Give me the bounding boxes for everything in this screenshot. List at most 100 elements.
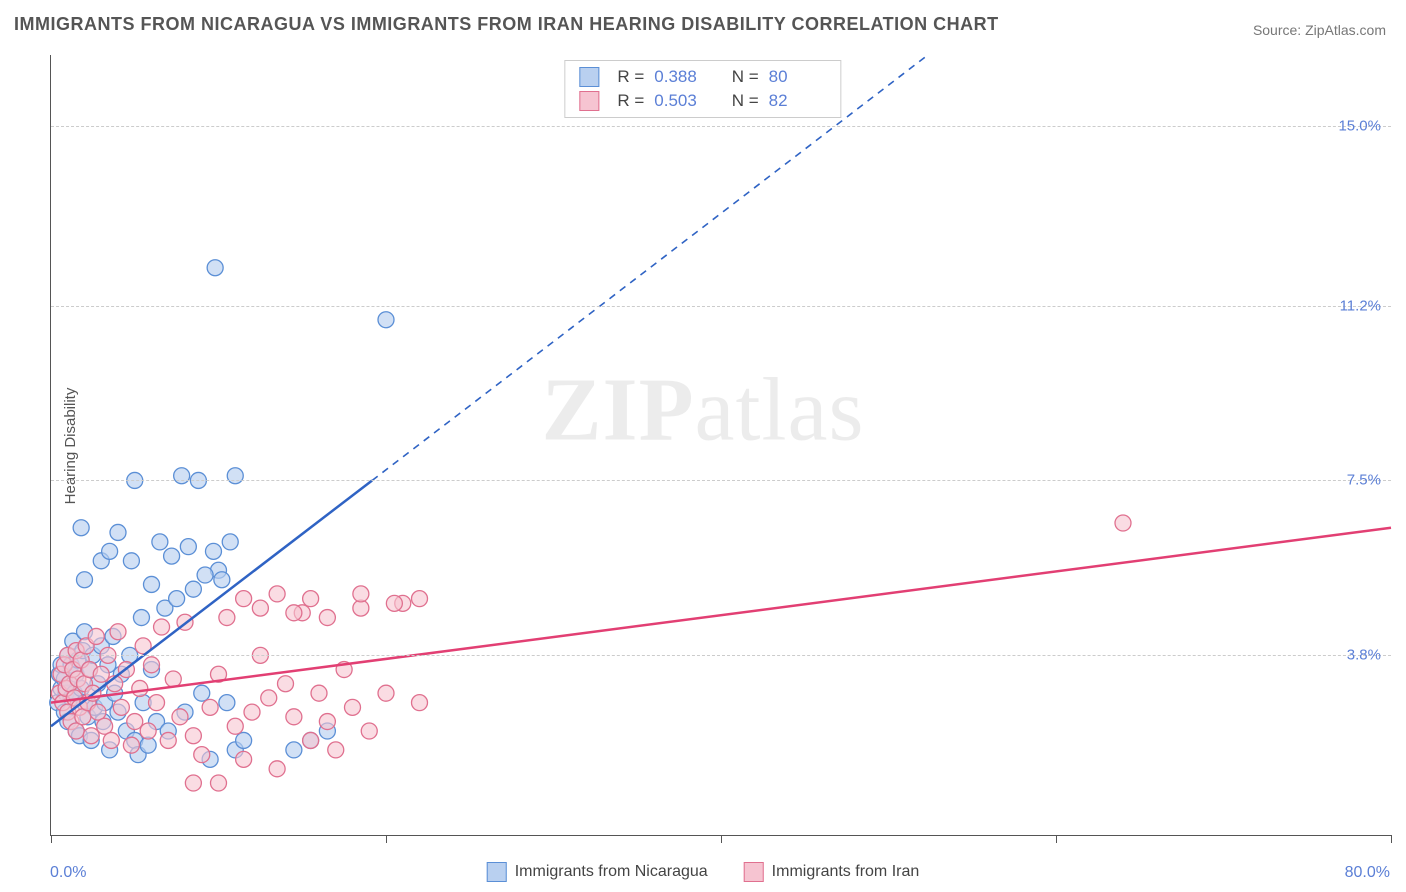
data-point	[185, 728, 201, 744]
plot-svg	[51, 55, 1391, 835]
data-point	[345, 699, 361, 715]
data-point	[73, 520, 89, 536]
data-point	[144, 657, 160, 673]
data-point	[303, 732, 319, 748]
data-point	[123, 553, 139, 569]
data-point	[103, 732, 119, 748]
data-point	[152, 534, 168, 550]
series-legend-item: Immigrants from Iran	[744, 862, 920, 882]
data-point	[185, 775, 201, 791]
data-point	[149, 695, 165, 711]
data-point	[165, 671, 181, 687]
legend-swatch	[579, 91, 599, 111]
data-point	[83, 728, 99, 744]
data-point	[319, 610, 335, 626]
x-tick	[1056, 835, 1057, 843]
y-tick-label: 7.5%	[1347, 472, 1381, 489]
n-label: N =	[722, 67, 758, 87]
data-point	[378, 312, 394, 328]
x-tick	[51, 835, 52, 843]
data-point	[244, 704, 260, 720]
x-tick	[1391, 835, 1392, 843]
data-point	[180, 539, 196, 555]
data-point	[219, 695, 235, 711]
series-legend-label: Immigrants from Nicaragua	[515, 863, 708, 880]
n-value: 80	[769, 67, 827, 87]
gridline	[51, 306, 1391, 307]
data-point	[214, 572, 230, 588]
data-point	[361, 723, 377, 739]
data-point	[219, 610, 235, 626]
data-point	[110, 524, 126, 540]
series-legend: Immigrants from Nicaragua Immigrants from…	[487, 862, 920, 882]
data-point	[77, 572, 93, 588]
y-tick-label: 11.2%	[1340, 297, 1381, 314]
data-point	[97, 718, 113, 734]
chart-title: IMMIGRANTS FROM NICARAGUA VS IMMIGRANTS …	[14, 14, 999, 35]
data-point	[110, 624, 126, 640]
data-point	[286, 709, 302, 725]
data-point	[412, 695, 428, 711]
y-tick-label: 15.0%	[1338, 117, 1381, 134]
data-point	[261, 690, 277, 706]
data-point	[127, 714, 143, 730]
data-point	[236, 751, 252, 767]
data-point	[227, 718, 243, 734]
source-attribution: Source: ZipAtlas.com	[1253, 22, 1386, 38]
data-point	[154, 619, 170, 635]
data-point	[194, 747, 210, 763]
data-point	[286, 605, 302, 621]
gridline	[51, 480, 1391, 481]
r-label: R =	[617, 67, 644, 87]
data-point	[319, 714, 335, 730]
data-point	[207, 260, 223, 276]
data-point	[311, 685, 327, 701]
x-axis-min-label: 0.0%	[50, 864, 86, 882]
data-point	[113, 699, 129, 715]
data-point	[205, 543, 221, 559]
data-point	[160, 732, 176, 748]
data-point	[286, 742, 302, 758]
data-point	[202, 699, 218, 715]
n-label: N =	[722, 91, 758, 111]
r-label: R =	[617, 91, 644, 111]
data-point	[353, 586, 369, 602]
data-point	[197, 567, 213, 583]
plot-area: 3.8% 7.5% 11.2% 15.0%	[50, 55, 1391, 836]
data-point	[378, 685, 394, 701]
y-tick-label: 3.8%	[1347, 647, 1381, 664]
data-point	[185, 581, 201, 597]
data-point	[236, 732, 252, 748]
trend-line-dashed	[372, 55, 928, 480]
data-point	[303, 591, 319, 607]
r-value: 0.503	[654, 91, 712, 111]
correlation-legend: R = 0.388 N = 80R = 0.503 N = 82	[564, 60, 841, 118]
data-point	[269, 586, 285, 602]
legend-swatch	[487, 862, 507, 882]
legend-swatch	[579, 67, 599, 87]
source-name: ZipAtlas.com	[1305, 22, 1386, 38]
data-point	[269, 761, 285, 777]
data-point	[140, 723, 156, 739]
correlation-legend-row: R = 0.503 N = 82	[579, 89, 826, 113]
correlation-legend-row: R = 0.388 N = 80	[579, 65, 826, 89]
x-axis-max-label: 80.0%	[1345, 864, 1390, 882]
n-value: 82	[769, 91, 827, 111]
data-point	[144, 576, 160, 592]
data-point	[194, 685, 210, 701]
data-point	[328, 742, 344, 758]
x-tick	[721, 835, 722, 843]
series-legend-label: Immigrants from Iran	[772, 863, 920, 880]
data-point	[93, 666, 109, 682]
data-point	[236, 591, 252, 607]
source-prefix: Source:	[1253, 22, 1305, 38]
gridline	[51, 126, 1391, 127]
data-point	[412, 591, 428, 607]
data-point	[172, 709, 188, 725]
data-point	[278, 676, 294, 692]
trend-line	[51, 528, 1391, 703]
series-legend-item: Immigrants from Nicaragua	[487, 862, 708, 882]
gridline	[51, 655, 1391, 656]
data-point	[68, 723, 84, 739]
data-point	[211, 775, 227, 791]
